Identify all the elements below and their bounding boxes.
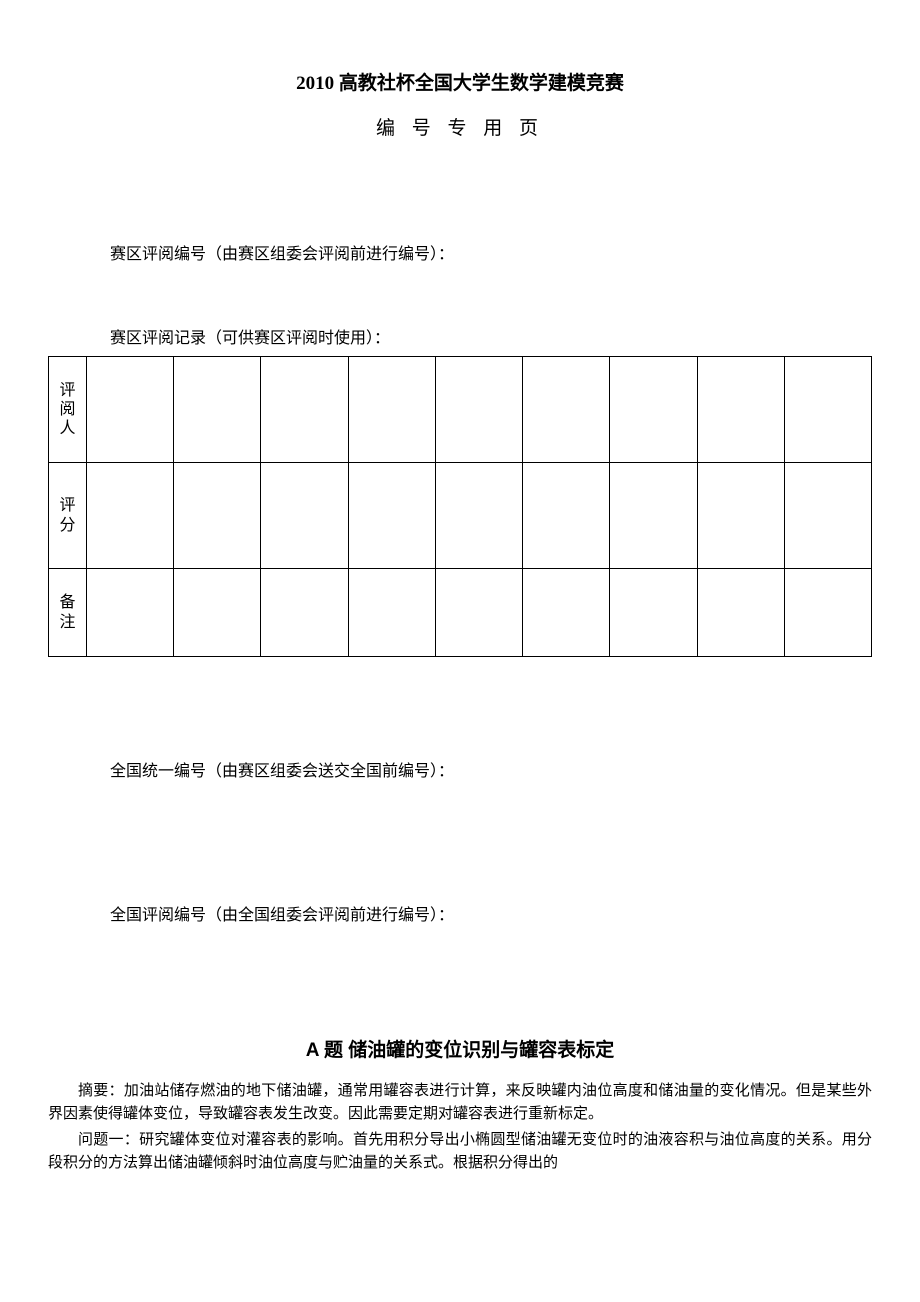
table-cell [610, 357, 697, 463]
table-row: 评阅人 [49, 357, 872, 463]
table-cell [174, 463, 261, 569]
table-cell [784, 569, 871, 657]
table-cell [87, 463, 174, 569]
table-cell [261, 569, 348, 657]
table-cell [261, 357, 348, 463]
row-label-score: 评分 [49, 463, 87, 569]
table-cell [174, 569, 261, 657]
table-cell [523, 463, 610, 569]
row-label-remark: 备注 [49, 569, 87, 657]
problem-paragraph: 问题一：研究罐体变位对灌容表的影响。首先用积分导出小椭圆型储油罐无变位时的油液容… [48, 1129, 872, 1176]
table-cell [610, 569, 697, 657]
table-cell [174, 357, 261, 463]
table-cell [87, 357, 174, 463]
table-cell [435, 357, 522, 463]
table-cell [87, 569, 174, 657]
regional-eval-number-label: 赛区评阅编号（由赛区组委会评阅前进行编号）： [110, 240, 872, 264]
table-row: 评分 [49, 463, 872, 569]
table-cell [610, 463, 697, 569]
table-cell [348, 569, 435, 657]
table-cell [784, 463, 871, 569]
national-eval-number-label: 全国评阅编号（由全国组委会评阅前进行编号）： [110, 901, 872, 925]
table-cell [348, 357, 435, 463]
table-row: 备注 [49, 569, 872, 657]
section-title: A 题 储油罐的变位识别与罐容表标定 [48, 1035, 872, 1062]
regional-eval-record-label: 赛区评阅记录（可供赛区评阅时使用）： [110, 324, 872, 348]
table-cell [784, 357, 871, 463]
abstract-paragraph: 摘要：加油站储存燃油的地下储油罐，通常用罐容表进行计算，来反映罐内油位高度和储油… [48, 1080, 872, 1127]
evaluation-table: 评阅人 评分 备注 [48, 356, 872, 657]
table-cell [523, 357, 610, 463]
table-cell [697, 463, 784, 569]
main-title: 2010 高教社杯全国大学生数学建模竞赛 [48, 68, 872, 95]
table-cell [261, 463, 348, 569]
national-unified-number-label: 全国统一编号（由赛区组委会送交全国前编号）： [110, 757, 872, 781]
sub-title: 编 号 专 用 页 [48, 113, 872, 140]
row-label-reviewer: 评阅人 [49, 357, 87, 463]
table-cell [697, 357, 784, 463]
table-cell [523, 569, 610, 657]
table-cell [435, 569, 522, 657]
table-cell [697, 569, 784, 657]
table-cell [348, 463, 435, 569]
table-cell [435, 463, 522, 569]
